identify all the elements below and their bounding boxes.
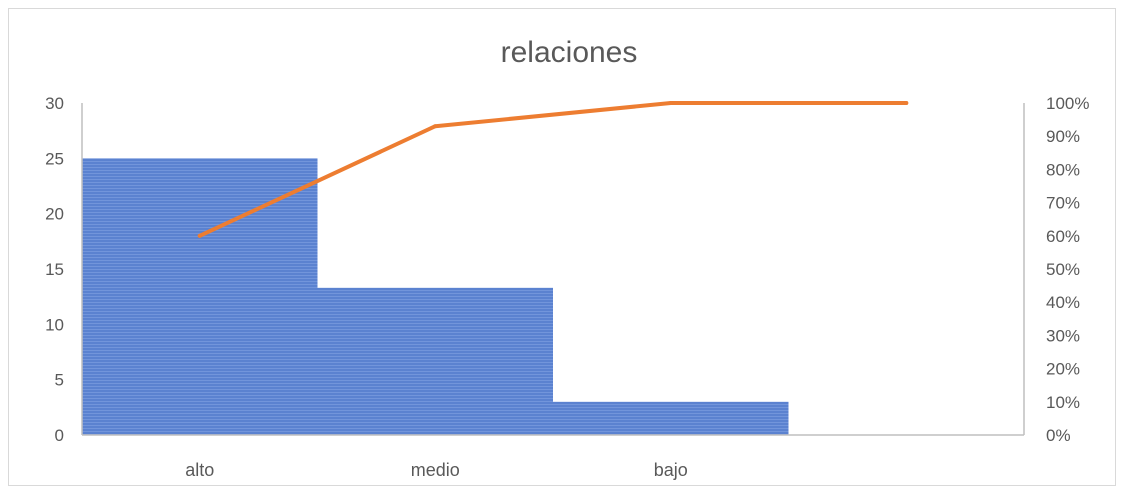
bar-bajo (553, 401, 789, 435)
cumulative-point-alto (197, 233, 202, 238)
bars-layer (82, 158, 789, 436)
bar-medio (317, 287, 553, 435)
y-tick-label: 5 (55, 371, 64, 390)
y2-tick-label: 50% (1046, 260, 1080, 279)
chart-title: relaciones (501, 36, 638, 69)
y-tick-label: 0 (55, 426, 64, 445)
y2-tick-label: 0% (1046, 426, 1071, 445)
y2-tick-label: 40% (1046, 293, 1080, 312)
x-tick-label: medio (411, 460, 460, 480)
y-tick-label: 30 (45, 94, 64, 113)
y2-tick-label: 80% (1046, 160, 1080, 179)
x-tick-label: alto (185, 460, 214, 480)
y2-tick-label: 10% (1046, 393, 1080, 412)
cumulative-point-3 (904, 101, 909, 105)
cumulative-line-layer (197, 101, 909, 238)
y-tick-label: 20 (45, 205, 64, 224)
y-tick-label: 10 (45, 315, 64, 334)
y2-tick-label: 70% (1046, 194, 1080, 213)
labels-layer: 0 5 10 15 20 25 30 0% 10% 20% 30% 40% 50% 60% 70% 80% 90… (45, 94, 1089, 480)
cumulative-point-medio (433, 124, 438, 129)
x-tick-label: bajo (654, 460, 688, 480)
y2-tick-label: 90% (1046, 127, 1080, 146)
bar-alto (82, 158, 318, 436)
cumulative-percent-line (197, 101, 909, 238)
axes-layer (81, 103, 1025, 436)
y2-tick-label: 100% (1046, 94, 1089, 113)
y2-tick-label: 20% (1046, 360, 1080, 379)
cumulative-point-bajo (668, 101, 673, 105)
y-tick-label: 25 (45, 149, 64, 168)
y2-tick-label: 60% (1046, 227, 1080, 246)
y2-tick-label: 30% (1046, 326, 1080, 345)
y-tick-label: 15 (45, 260, 64, 279)
